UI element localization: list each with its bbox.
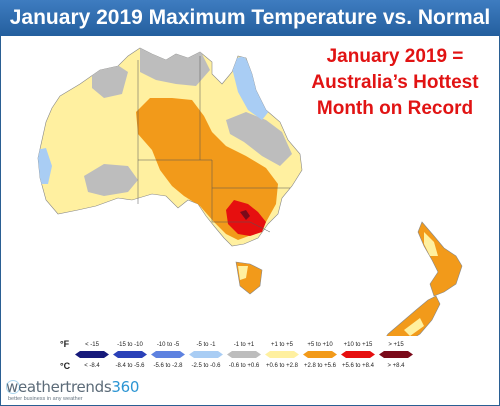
legend-c-label: -8.4 to -5.6	[115, 363, 145, 369]
anomaly-region-blue-west	[38, 148, 52, 184]
new-zealand-map	[386, 221, 463, 336]
legend-swatch	[113, 351, 147, 358]
headline-callout: January 2019 = Australia’s Hottest Month…	[300, 44, 490, 122]
legend-f-label: -5 to -1	[196, 342, 216, 348]
legend-f-label: -1 to +1	[233, 342, 255, 348]
headline-line-1: January 2019 =	[326, 46, 464, 67]
new-zealand-south-mild-zone	[404, 318, 424, 336]
globe-icon	[6, 380, 20, 394]
weathertrends-logo: weathertrends360 better business in any …	[6, 378, 146, 404]
legend-f-label: -10 to -5	[156, 342, 180, 348]
new-zealand-north-mild-zone	[424, 232, 438, 256]
temperature-anomaly-map	[37, 47, 463, 336]
headline-line-2: Australia’s Hottest	[311, 72, 479, 93]
legend-f-label: +10 to +15	[343, 342, 373, 348]
legend-unit-fahrenheit: °F	[60, 339, 70, 349]
legend-f-label: < -15	[85, 342, 99, 348]
legend-c-label: < -8.4	[84, 363, 100, 369]
australia-map	[37, 47, 303, 295]
new-zealand-south-island	[386, 295, 441, 336]
page-title: January 2019 Maximum Temperature vs. Nor…	[0, 0, 500, 36]
anomaly-region-darkred-core	[240, 210, 250, 220]
color-scale-legend: °F °C < -15 -15 to -10 -10 to -5 -5 to -…	[0, 338, 500, 374]
legend-swatch	[265, 351, 299, 358]
anomaly-region-gray-east	[226, 112, 292, 166]
legend-f-label: +5 to +10	[307, 342, 333, 348]
anomaly-region-blue-northeast	[230, 56, 270, 120]
legend-f-label: -15 to -10	[117, 342, 143, 348]
logo-tagline: better business in any weather	[8, 396, 83, 402]
tasmania-mild-zone	[238, 266, 248, 280]
legend-f-label: > +15	[388, 342, 404, 348]
legend-unit-celsius: °C	[60, 361, 71, 371]
legend-c-label: -0.6 to +0.6	[228, 363, 260, 369]
legend-c-label: +5.6 to +8.4	[341, 363, 375, 369]
anomaly-region-gray-northwest	[92, 64, 128, 98]
legend-swatch	[341, 351, 375, 358]
legend-swatch	[189, 351, 223, 358]
state-borders	[137, 56, 290, 233]
legend-swatch	[75, 351, 109, 358]
legend-c-label: -2.5 to -0.6	[191, 363, 221, 369]
logo-wordmark: weathertrends360	[6, 378, 140, 396]
legend-c-label: -5.6 to -2.8	[153, 363, 183, 369]
legend-f-label: +1 to +5	[270, 342, 294, 348]
legend-swatch	[151, 351, 185, 358]
legend-swatch	[227, 351, 261, 358]
legend-c-label: +2.8 to +5.6	[303, 363, 337, 369]
legend-swatch	[379, 351, 413, 358]
legend-c-label: +0.6 to +2.8	[265, 363, 299, 369]
legend-c-label: > +8.4	[387, 363, 405, 369]
legend-swatch	[303, 351, 337, 358]
anomaly-region-gray-west	[84, 164, 138, 196]
headline-line-3: Month on Record	[316, 98, 474, 119]
